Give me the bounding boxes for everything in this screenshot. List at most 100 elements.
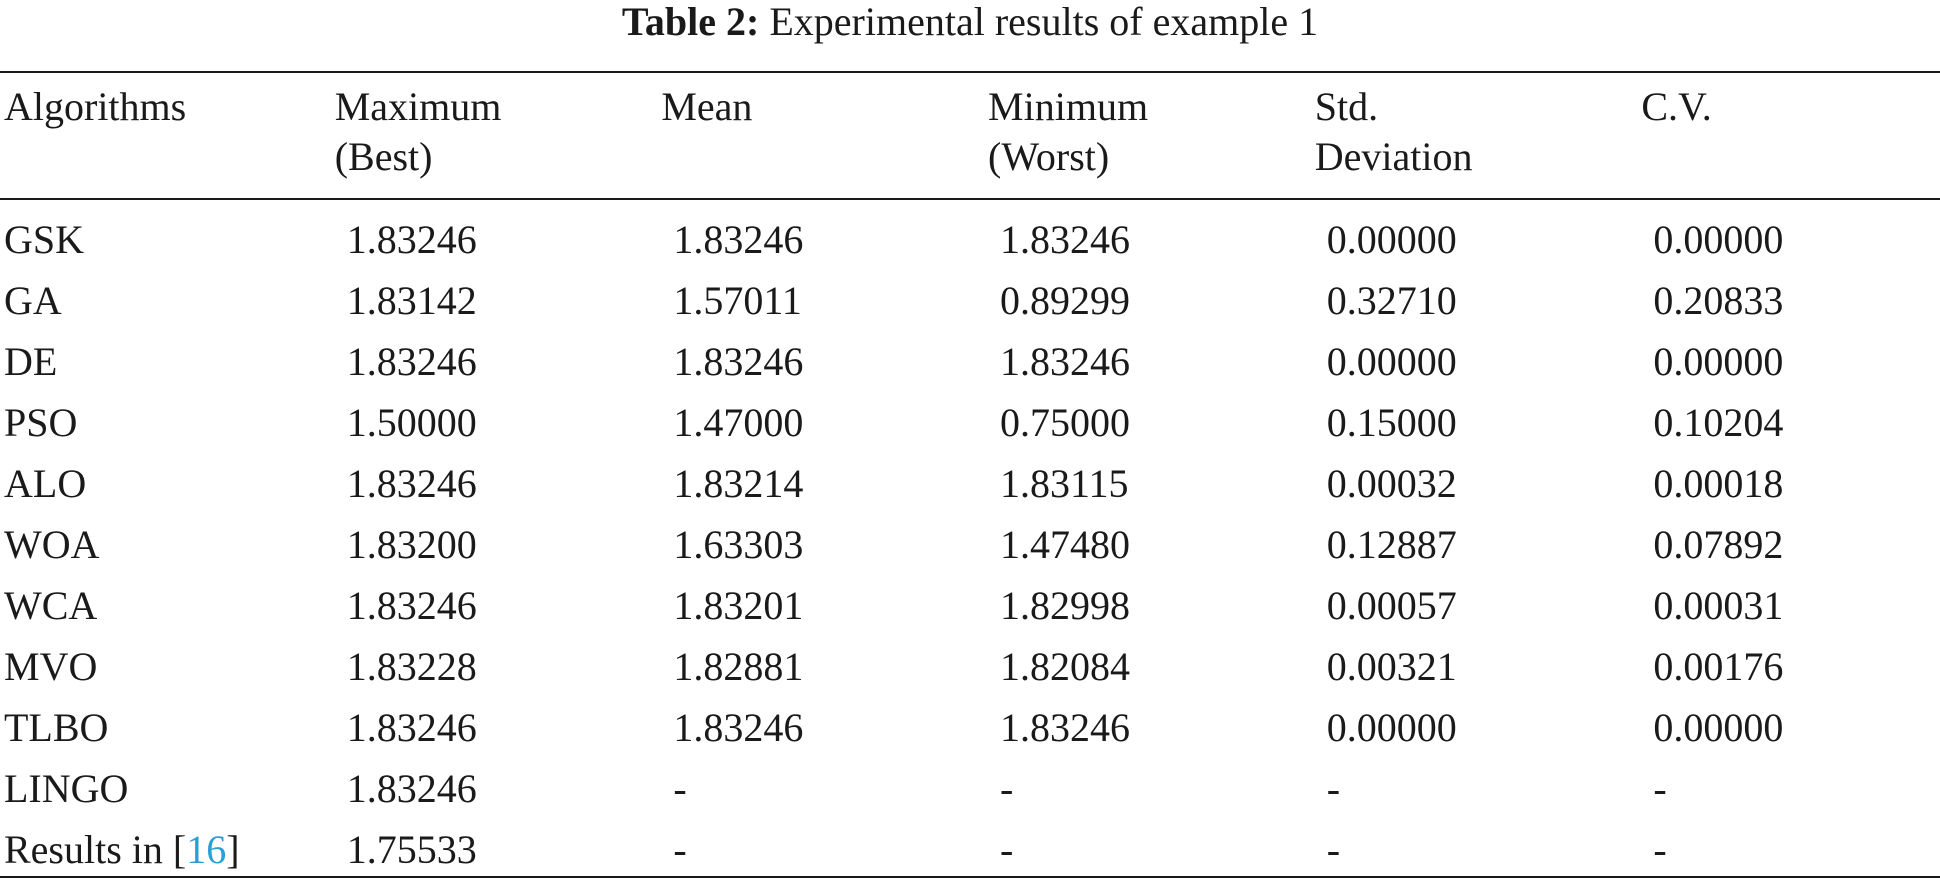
cell-algorithm: PSO <box>4 400 78 445</box>
table-row: GA 1.83142 1.57011 0.89299 0.32710 0.208… <box>0 270 1940 331</box>
header-std-line2: Deviation <box>1314 134 1473 179</box>
cell-algorithm: DE <box>4 339 58 384</box>
header-minimum: Minimum (Worst) <box>988 82 1315 182</box>
reference-link-16[interactable]: 16 <box>186 827 227 872</box>
table-header-rule <box>0 198 1940 200</box>
cell-cv: 0.00000 <box>1653 217 1784 262</box>
table-top-rule <box>0 71 1940 73</box>
header-std-deviation: Std. Deviation <box>1315 82 1642 182</box>
cell-cv: 0.07892 <box>1653 522 1784 567</box>
cell-cv: 0.10204 <box>1653 400 1784 445</box>
cell-std: 0.00000 <box>1326 339 1457 384</box>
cell-std: - <box>1326 766 1341 811</box>
table-caption: Table 2: Experimental results of example… <box>0 0 1940 44</box>
cell-maximum: 1.50000 <box>346 400 477 445</box>
cell-algorithm: GSK <box>4 217 85 262</box>
cell-cv: 0.00031 <box>1653 583 1784 628</box>
cell-mean: 1.57011 <box>673 278 802 323</box>
cell-minimum: 1.82998 <box>1000 583 1131 628</box>
cell-cv: 0.00018 <box>1653 461 1784 506</box>
header-maximum-line1: Maximum <box>334 84 502 129</box>
cell-maximum: 1.83246 <box>346 217 477 262</box>
table-row: PSO 1.50000 1.47000 0.75000 0.15000 0.10… <box>0 392 1940 453</box>
header-cv-line1: C.V. <box>1641 84 1712 129</box>
table-caption-text: Experimental results of example 1 <box>769 0 1319 44</box>
table-row: LINGO 1.83246 - - - - <box>0 758 1940 819</box>
cell-mean: 1.63303 <box>673 522 804 567</box>
header-minimum-line2: (Worst) <box>988 134 1110 179</box>
header-maximum-line2: (Best) <box>334 134 433 179</box>
table-row: ALO 1.83246 1.83214 1.83115 0.00032 0.00… <box>0 453 1940 514</box>
table-row: WCA 1.83246 1.83201 1.82998 0.00057 0.00… <box>0 575 1940 636</box>
cell-maximum: 1.83200 <box>346 522 477 567</box>
cell-std: 0.00000 <box>1326 217 1457 262</box>
cell-std: 0.15000 <box>1326 400 1457 445</box>
cell-maximum: 1.75533 <box>346 827 477 872</box>
header-cv: C.V. <box>1641 82 1940 182</box>
header-mean-line1: Mean <box>661 84 753 129</box>
header-std-line1: Std. <box>1314 84 1379 129</box>
header-maximum: Maximum (Best) <box>335 82 662 182</box>
cell-maximum: 1.83246 <box>346 583 477 628</box>
cell-std: 0.00057 <box>1326 583 1457 628</box>
cell-mean: 1.83246 <box>673 339 804 384</box>
cell-maximum: 1.83246 <box>346 461 477 506</box>
cell-cv: - <box>1653 827 1667 872</box>
header-minimum-line1: Minimum <box>988 84 1149 129</box>
table-row: WOA 1.83200 1.63303 1.47480 0.12887 0.07… <box>0 514 1940 575</box>
table-row: TLBO 1.83246 1.83246 1.83246 0.00000 0.0… <box>0 697 1940 758</box>
cell-cv: - <box>1653 766 1667 811</box>
header-row: Algorithms Maximum (Best) Mean Minimum (… <box>0 82 1940 182</box>
cell-algorithm: WOA <box>4 522 100 567</box>
table-caption-label: Table 2: <box>621 0 760 44</box>
cell-minimum: 1.83115 <box>1000 461 1129 506</box>
cell-std: 0.00032 <box>1326 461 1457 506</box>
cell-minimum: 1.47480 <box>1000 522 1131 567</box>
cell-mean: - <box>673 766 687 811</box>
table-row: MVO 1.83228 1.82881 1.82084 0.00321 0.00… <box>0 636 1940 697</box>
cell-maximum: 1.83246 <box>346 766 477 811</box>
cell-algorithm: GA <box>4 278 62 323</box>
cell-std: - <box>1326 827 1341 872</box>
cell-minimum: 1.83246 <box>1000 705 1131 750</box>
cell-maximum: 1.83246 <box>346 339 477 384</box>
cell-algorithm: LINGO <box>4 766 129 811</box>
cell-maximum: 1.83142 <box>346 278 477 323</box>
cell-cv: 0.00000 <box>1653 339 1784 384</box>
cell-mean: 1.83246 <box>673 705 804 750</box>
cell-minimum: 1.83246 <box>1000 339 1131 384</box>
cell-mean: 1.83214 <box>673 461 804 506</box>
header-algorithms: Algorithms <box>0 82 335 182</box>
cell-minimum: 0.75000 <box>1000 400 1131 445</box>
cell-minimum: 0.89299 <box>1000 278 1131 323</box>
table-rows: GSK 1.83246 1.83246 1.83246 0.00000 0.00… <box>0 209 1940 880</box>
cell-maximum: 1.83246 <box>346 705 477 750</box>
table-bottom-rule <box>0 876 1940 878</box>
cell-algorithm: Results in [16] <box>0 819 335 880</box>
cell-mean: 1.83201 <box>673 583 804 628</box>
table-row: GSK 1.83246 1.83246 1.83246 0.00000 0.00… <box>0 209 1940 270</box>
cell-std: 0.32710 <box>1326 278 1457 323</box>
cell-algorithm: TLBO <box>4 705 109 750</box>
header-algorithms-line1: Algorithms <box>4 84 187 129</box>
cell-mean: - <box>673 827 687 872</box>
table-header: Algorithms Maximum (Best) Mean Minimum (… <box>0 82 1940 182</box>
cell-cv: 0.00000 <box>1653 705 1784 750</box>
cell-mean: 1.82881 <box>673 644 804 689</box>
cell-algorithm-prefix: Results in [ <box>4 827 187 872</box>
cell-std: 0.00321 <box>1326 644 1457 689</box>
cell-algorithm-suffix: ] <box>226 827 240 872</box>
cell-algorithm: MVO <box>4 644 98 689</box>
cell-cv: 0.00176 <box>1653 644 1784 689</box>
cell-std: 0.00000 <box>1326 705 1457 750</box>
cell-maximum: 1.83228 <box>346 644 477 689</box>
header-mean: Mean <box>661 82 988 182</box>
cell-minimum: - <box>1000 766 1014 811</box>
table-body: GSK 1.83246 1.83246 1.83246 0.00000 0.00… <box>0 209 1940 880</box>
table-row: Results in [16] 1.75533 - - - - <box>0 819 1940 880</box>
cell-minimum: 1.83246 <box>1000 217 1131 262</box>
cell-algorithm: WCA <box>4 583 98 628</box>
cell-std: 0.12887 <box>1326 522 1457 567</box>
cell-minimum: - <box>1000 827 1014 872</box>
cell-minimum: 1.82084 <box>1000 644 1131 689</box>
